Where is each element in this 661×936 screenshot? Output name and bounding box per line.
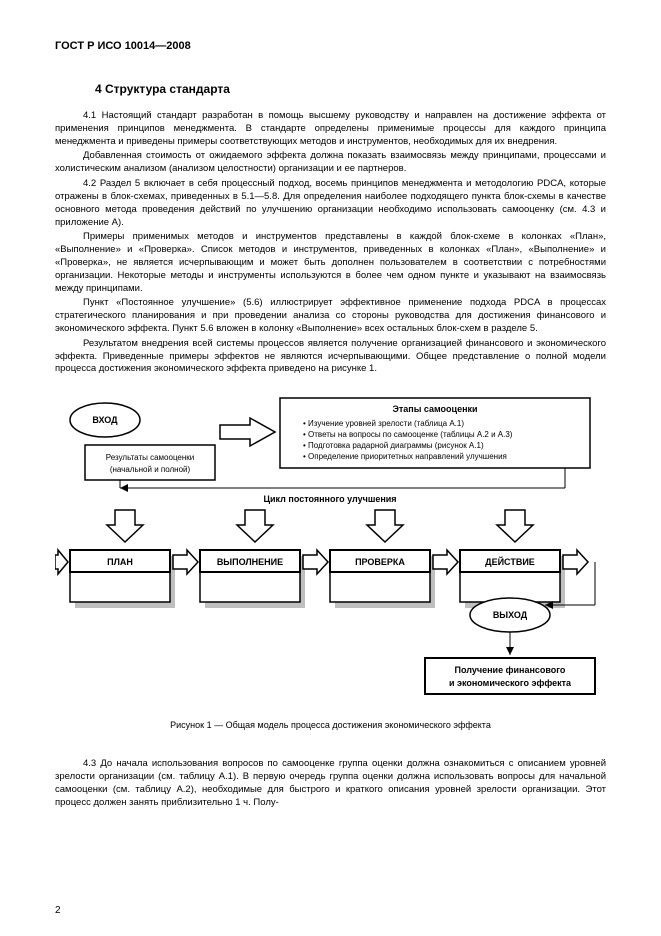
para-result: Результатом внедрения всей системы проце… [55, 338, 606, 376]
figure-caption: Рисунок 1 — Общая модель процесса достиж… [55, 720, 606, 730]
plan-box: ПЛАН [107, 557, 133, 567]
result-2: и экономического эффекта [449, 678, 572, 688]
para-examples: Примеры применимых методов и инструменто… [55, 231, 606, 295]
result-1: Получение финансового [455, 665, 566, 675]
para-4-1: 4.1 Настоящий стандарт разработан в помо… [55, 110, 606, 148]
results-1: Результаты самооценки [106, 453, 195, 462]
para-4-2: 4.2 Раздел 5 включает в себя процессный … [55, 178, 606, 229]
para-improvement: Пункт «Постоянное улучшение» (5.6) иллюс… [55, 297, 606, 335]
input-label: ВХОД [92, 415, 118, 425]
page-number: 2 [55, 905, 61, 916]
check-box: ПРОВЕРКА [355, 557, 405, 567]
act-box: ДЕЙСТВИЕ [485, 556, 535, 567]
para-4-3: 4.3 До начала использования вопросов по … [55, 758, 606, 809]
stage-4: • Определение приоритетных направлений у… [303, 452, 507, 461]
cycle-label: Цикл постоянного улучшения [263, 494, 396, 504]
do-box: ВЫПОЛНЕНИЕ [217, 557, 283, 567]
stage-3: • Подготовка радарной диаграммы (рисунок… [303, 441, 484, 450]
stages-title: Этапы самооценки [392, 404, 477, 414]
section-title: 4 Структура стандарта [95, 82, 606, 96]
figure-1-diagram: ВХОД Результаты самооценки (начальной и … [55, 390, 606, 710]
stage-2: • Ответы на вопросы по самооценке (табли… [303, 430, 513, 439]
stage-1: • Изучение уровней зрелости (таблица А.1… [303, 419, 464, 428]
results-2: (начальной и полной) [110, 465, 191, 474]
output-label: ВЫХОД [493, 610, 528, 620]
doc-header: ГОСТ Р ИСО 10014—2008 [55, 40, 606, 52]
para-added-value: Добавленная стоимость от ожидаемого эффе… [55, 150, 606, 176]
